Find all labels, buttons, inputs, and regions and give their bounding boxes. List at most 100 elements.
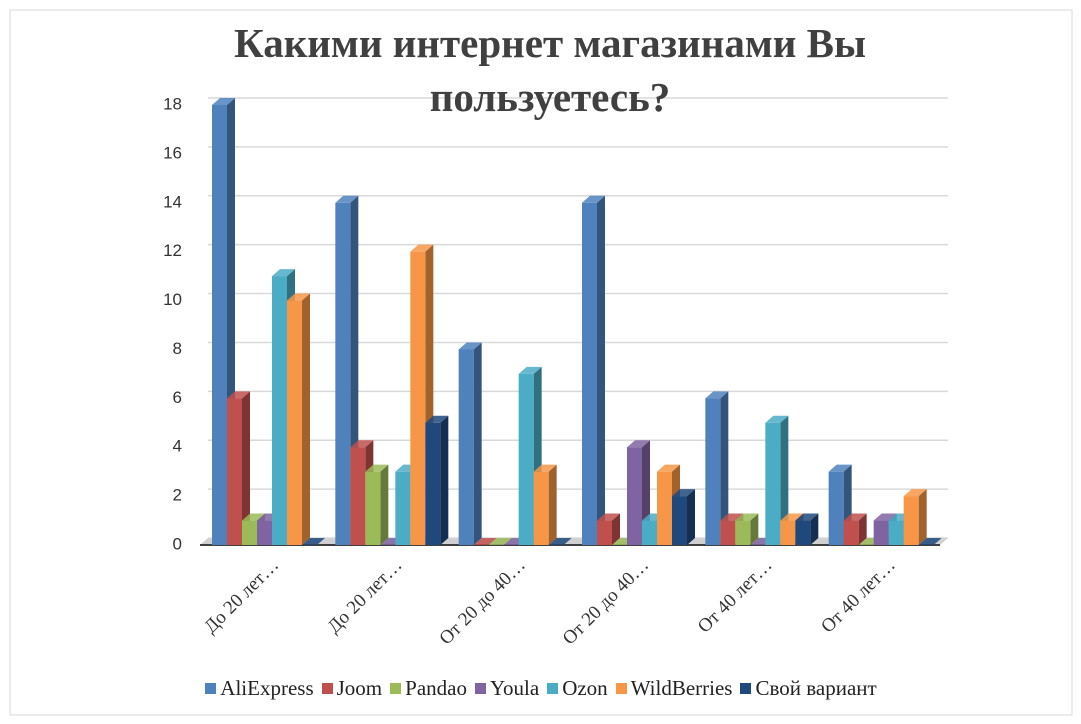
bar-top — [365, 464, 389, 472]
bar-side — [720, 391, 729, 545]
legend-swatch — [321, 683, 333, 694]
bar-top — [597, 513, 620, 521]
bar-top — [350, 440, 374, 448]
bar-side — [918, 489, 927, 545]
bar — [212, 105, 227, 545]
bar — [287, 300, 302, 545]
bar-top — [410, 244, 434, 252]
bar — [597, 520, 612, 545]
bar-top — [518, 366, 542, 374]
bar — [410, 251, 426, 545]
legend-swatch — [547, 683, 559, 694]
bar — [350, 447, 366, 545]
x-tick-label: От 20 до 40… — [435, 555, 529, 649]
legend-swatch — [205, 683, 217, 694]
bar — [365, 471, 381, 545]
bar-top — [627, 440, 650, 448]
bar-top — [843, 513, 867, 521]
bar-top — [473, 538, 497, 545]
bar-side — [440, 415, 449, 545]
y-tick-label: 2 — [173, 486, 182, 505]
bar-top — [287, 293, 310, 301]
bar — [843, 520, 859, 545]
bar — [735, 520, 751, 545]
y-tick-label: 10 — [163, 290, 182, 309]
bar-top — [873, 513, 897, 521]
bar — [518, 373, 534, 545]
bar — [272, 276, 287, 545]
chart-border — [9, 9, 1073, 716]
bar — [828, 471, 844, 545]
bar-top — [242, 513, 265, 521]
legend-swatch — [740, 683, 752, 694]
bar-side — [302, 293, 310, 545]
bar — [705, 398, 721, 545]
bar-top — [548, 538, 572, 545]
y-tick-label: 18 — [163, 94, 182, 113]
bar-top — [582, 195, 605, 203]
x-tick-label: От 20 до 40… — [559, 555, 653, 649]
legend-item: Youla — [474, 676, 539, 701]
bar-top — [828, 464, 852, 472]
x-tick-label: От 40 лет… — [817, 555, 900, 638]
bar-top — [458, 342, 482, 350]
bar-side — [750, 513, 759, 545]
bar-top — [672, 489, 695, 497]
legend-label: Pandao — [405, 676, 467, 700]
legend-item: Joom — [321, 676, 383, 701]
y-tick-label: 6 — [173, 388, 182, 407]
legend-item: Ozon — [547, 676, 608, 701]
y-tick-label: 8 — [173, 339, 182, 358]
bar — [795, 520, 811, 545]
bar-side — [548, 464, 557, 545]
bar-top — [720, 513, 744, 521]
bar — [335, 202, 351, 545]
bar-top — [488, 538, 512, 545]
legend-item: AliExpress — [205, 676, 314, 701]
bar — [873, 520, 889, 545]
bar-side — [780, 415, 789, 545]
y-tick-label: 16 — [163, 143, 182, 162]
legend-item: Pandao — [390, 676, 467, 701]
bar-top — [765, 415, 789, 423]
bar — [227, 398, 242, 545]
bar — [903, 496, 919, 545]
bar-top — [918, 538, 942, 545]
legend-swatch — [390, 683, 402, 694]
legend-swatch — [615, 683, 627, 694]
x-tick-label: От 40 лет… — [694, 555, 777, 638]
legend: AliExpress Joom Pandao Youla Ozon WildBerries… — [10, 676, 1072, 701]
bar-top — [272, 269, 295, 277]
bar-side — [810, 513, 819, 545]
legend-swatch — [474, 683, 486, 694]
bar-top — [302, 538, 325, 545]
bar-top — [795, 513, 819, 521]
bar — [765, 422, 781, 545]
bar-top — [780, 513, 804, 521]
bar-side — [597, 195, 605, 545]
bar — [242, 520, 257, 545]
bar-top — [425, 415, 449, 423]
bar-side — [380, 464, 389, 545]
bar — [780, 520, 796, 545]
bar — [533, 471, 549, 545]
bar-side — [687, 489, 695, 545]
y-tick-label: 4 — [173, 437, 182, 456]
bar — [425, 422, 441, 545]
legend-item: Свой вариант — [740, 676, 877, 701]
bar-top — [212, 98, 235, 105]
legend-label: Ozon — [562, 676, 608, 700]
bar — [458, 349, 474, 545]
y-tick-label: 12 — [163, 241, 182, 260]
bar-top — [705, 391, 729, 399]
bar — [627, 447, 642, 545]
y-tick-label: 0 — [173, 534, 182, 553]
legend-label: Joom — [336, 676, 383, 700]
bar-top — [657, 464, 680, 472]
bar — [395, 471, 411, 545]
bar — [657, 471, 672, 545]
bar — [672, 496, 687, 545]
bar-side — [858, 513, 867, 545]
